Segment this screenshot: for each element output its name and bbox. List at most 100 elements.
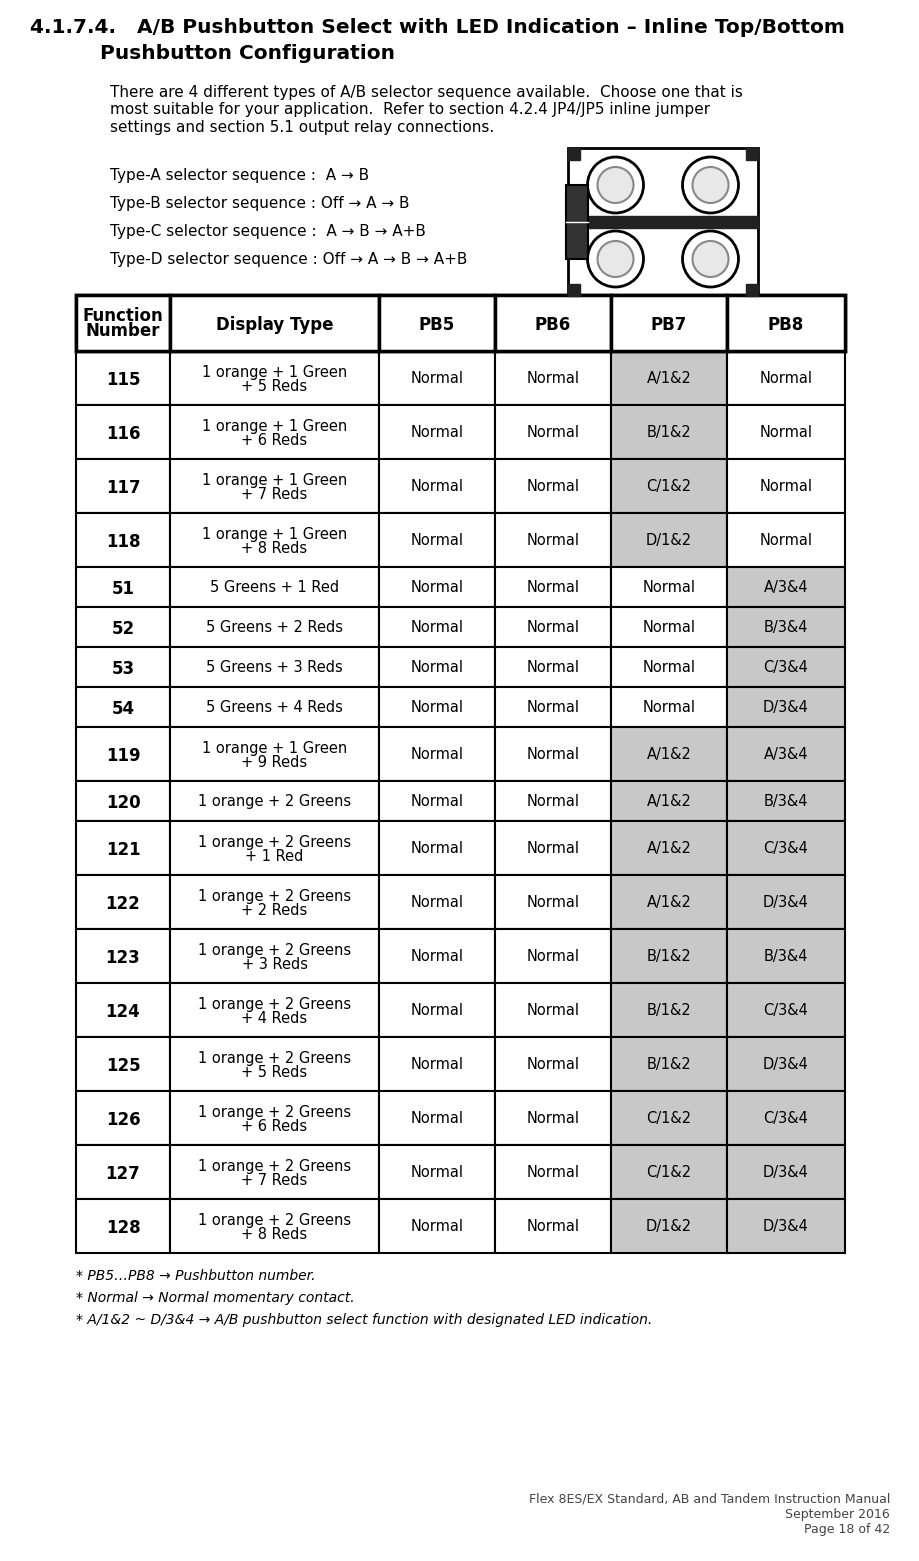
Bar <box>494 514 610 567</box>
Text: PB5: PB5 <box>418 315 455 334</box>
Bar <box>567 148 757 297</box>
Text: 116: 116 <box>106 425 140 443</box>
Text: Normal: Normal <box>410 425 463 440</box>
Text: + 8 Reds: + 8 Reds <box>241 1227 307 1243</box>
Text: Normal: Normal <box>526 1165 579 1180</box>
Text: PB7: PB7 <box>650 315 686 334</box>
Text: Normal: Normal <box>526 894 579 910</box>
Bar <box>610 404 726 459</box>
Text: Normal: Normal <box>526 479 579 493</box>
Text: D/3&4: D/3&4 <box>762 699 808 715</box>
Bar <box>610 646 726 687</box>
Text: Normal: Normal <box>759 479 811 493</box>
Text: Normal: Normal <box>410 894 463 910</box>
Bar <box>76 727 170 780</box>
Bar <box>170 687 379 727</box>
Bar <box>494 646 610 687</box>
Bar <box>610 983 726 1037</box>
Text: + 6 Reds: + 6 Reds <box>241 432 307 448</box>
Bar <box>379 351 494 404</box>
Bar <box>726 1199 844 1253</box>
Bar <box>379 876 494 929</box>
Text: Normal: Normal <box>410 1057 463 1072</box>
Bar <box>726 514 844 567</box>
Text: Normal: Normal <box>526 795 579 809</box>
Circle shape <box>682 231 738 287</box>
Bar <box>379 780 494 821</box>
Bar <box>170 295 379 351</box>
Text: A/3&4: A/3&4 <box>763 748 808 762</box>
Bar <box>170 459 379 514</box>
Text: + 2 Reds: + 2 Reds <box>241 902 307 918</box>
Text: Display Type: Display Type <box>216 315 333 334</box>
Bar <box>610 459 726 514</box>
Bar <box>170 1037 379 1091</box>
Text: 1 orange + 2 Greens: 1 orange + 2 Greens <box>198 943 351 958</box>
Bar <box>726 780 844 821</box>
Text: 1 orange + 1 Green: 1 orange + 1 Green <box>201 418 346 434</box>
Bar <box>76 567 170 607</box>
Bar <box>610 351 726 404</box>
Text: Normal: Normal <box>526 660 579 674</box>
Text: 123: 123 <box>106 949 141 966</box>
Bar <box>379 687 494 727</box>
Text: Normal: Normal <box>641 699 695 715</box>
Bar <box>379 1091 494 1146</box>
Bar <box>76 404 170 459</box>
Bar <box>494 876 610 929</box>
Text: Normal: Normal <box>410 1111 463 1125</box>
Bar <box>494 567 610 607</box>
Text: Normal: Normal <box>526 1004 579 1018</box>
Text: 1 orange + 2 Greens: 1 orange + 2 Greens <box>198 997 351 1012</box>
Bar <box>76 821 170 876</box>
Text: 54: 54 <box>111 699 134 718</box>
Text: B/1&2: B/1&2 <box>646 425 690 440</box>
Text: Function: Function <box>83 308 164 325</box>
Bar <box>379 404 494 459</box>
Bar <box>170 351 379 404</box>
Text: D/3&4: D/3&4 <box>762 894 808 910</box>
Text: 53: 53 <box>111 660 134 677</box>
Bar <box>170 821 379 876</box>
Text: C/1&2: C/1&2 <box>646 479 691 493</box>
Bar <box>170 646 379 687</box>
Text: B/1&2: B/1&2 <box>646 1004 690 1018</box>
Bar <box>726 459 844 514</box>
Bar <box>494 780 610 821</box>
Text: 51: 51 <box>111 581 134 598</box>
Bar <box>745 148 757 159</box>
Text: C/1&2: C/1&2 <box>646 1111 691 1125</box>
Bar <box>379 295 494 351</box>
Text: 1 orange + 1 Green: 1 orange + 1 Green <box>201 528 346 542</box>
Text: + 4 Reds: + 4 Reds <box>241 1012 307 1026</box>
Text: 1 orange + 2 Greens: 1 orange + 2 Greens <box>198 795 351 809</box>
Text: B/1&2: B/1&2 <box>646 949 690 965</box>
Text: D/3&4: D/3&4 <box>762 1219 808 1235</box>
Text: PB8: PB8 <box>767 315 803 334</box>
Text: Normal: Normal <box>641 620 695 635</box>
Bar <box>726 646 844 687</box>
Bar <box>726 567 844 607</box>
Bar <box>726 727 844 780</box>
Bar <box>379 459 494 514</box>
Bar <box>379 983 494 1037</box>
Text: Type-C selector sequence :  A → B → A+B: Type-C selector sequence : A → B → A+B <box>110 223 425 239</box>
Bar <box>170 404 379 459</box>
Text: A/1&2: A/1&2 <box>646 795 691 809</box>
Text: Normal: Normal <box>410 841 463 855</box>
Bar <box>170 607 379 646</box>
Text: D/1&2: D/1&2 <box>645 1219 691 1235</box>
Bar <box>610 567 726 607</box>
Bar <box>494 983 610 1037</box>
Text: 128: 128 <box>106 1219 141 1236</box>
Bar <box>170 727 379 780</box>
Text: Normal: Normal <box>410 795 463 809</box>
Text: 1 orange + 2 Greens: 1 orange + 2 Greens <box>198 1213 351 1229</box>
Bar <box>494 1146 610 1199</box>
Text: 52: 52 <box>111 620 134 638</box>
Bar <box>170 929 379 983</box>
Bar <box>726 821 844 876</box>
Bar <box>726 1037 844 1091</box>
Bar <box>726 876 844 929</box>
Text: Normal: Normal <box>410 620 463 635</box>
